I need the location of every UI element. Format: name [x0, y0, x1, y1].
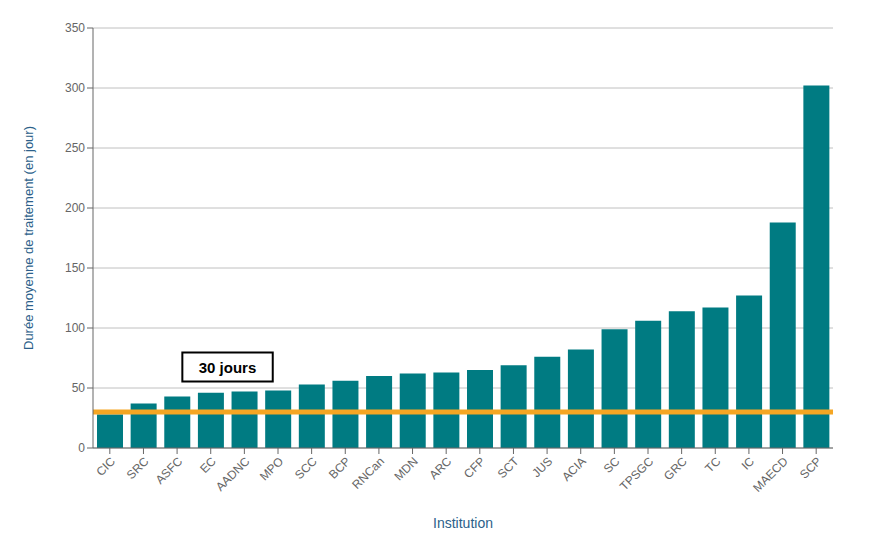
svg-text:AADNC: AADNC: [213, 454, 253, 494]
svg-text:Durée moyenne de traitement (e: Durée moyenne de traitement (en jour): [21, 126, 36, 350]
svg-text:TPSGC: TPSGC: [617, 454, 656, 493]
svg-text:150: 150: [65, 261, 85, 275]
svg-text:MAECD: MAECD: [750, 454, 791, 495]
svg-text:SCT: SCT: [495, 454, 522, 481]
svg-text:SCC: SCC: [292, 454, 320, 482]
svg-text:TC: TC: [702, 454, 723, 475]
svg-text:MPO: MPO: [257, 454, 286, 483]
svg-text:BCP: BCP: [326, 454, 353, 481]
svg-text:SC: SC: [601, 454, 623, 476]
svg-text:250: 250: [65, 141, 85, 155]
svg-text:350: 350: [65, 21, 85, 35]
svg-text:RNCan: RNCan: [349, 454, 387, 492]
svg-text:CIC: CIC: [93, 454, 118, 479]
svg-text:JUS: JUS: [529, 454, 555, 480]
svg-text:CFP: CFP: [461, 454, 488, 481]
svg-text:MDN: MDN: [391, 454, 420, 483]
svg-text:ASFC: ASFC: [153, 454, 186, 487]
svg-text:30 jours: 30 jours: [199, 359, 257, 376]
svg-text:SCP: SCP: [797, 454, 824, 481]
svg-text:SRC: SRC: [124, 454, 152, 482]
svg-text:ACIA: ACIA: [559, 454, 589, 484]
svg-text:Institution: Institution: [433, 515, 493, 531]
svg-text:0: 0: [78, 441, 85, 455]
svg-text:50: 50: [72, 381, 86, 395]
svg-text:200: 200: [65, 201, 85, 215]
svg-text:GRC: GRC: [661, 454, 690, 483]
svg-text:300: 300: [65, 81, 85, 95]
svg-text:EC: EC: [197, 454, 219, 476]
svg-text:ARC: ARC: [427, 454, 455, 482]
svg-text:IC: IC: [739, 454, 758, 473]
svg-text:100: 100: [65, 321, 85, 335]
